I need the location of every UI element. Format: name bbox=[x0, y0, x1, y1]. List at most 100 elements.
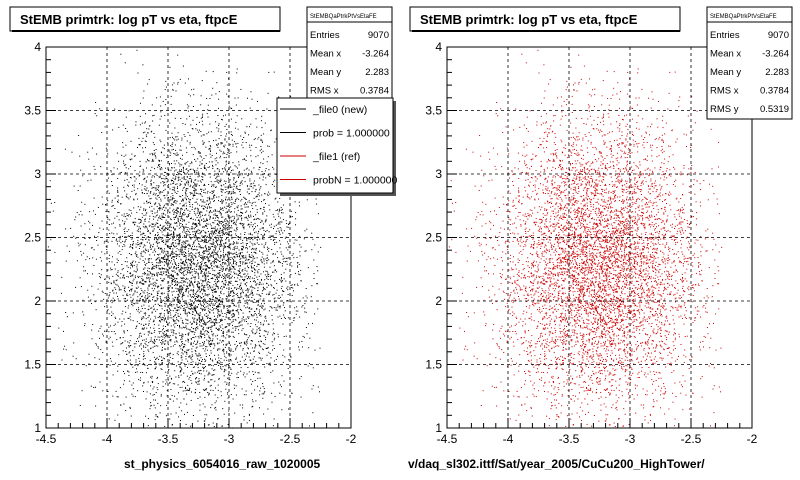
scatter-point bbox=[264, 243, 266, 245]
scatter-point bbox=[186, 196, 188, 198]
scatter-point bbox=[201, 120, 203, 122]
scatter-point bbox=[170, 218, 171, 220]
scatter-point bbox=[278, 260, 280, 262]
scatter-point bbox=[214, 217, 216, 219]
scatter-point bbox=[186, 328, 188, 330]
scatter-point bbox=[134, 291, 136, 293]
scatter-point bbox=[99, 276, 101, 278]
scatter-point bbox=[244, 131, 246, 133]
scatter-point bbox=[116, 240, 118, 242]
scatter-point bbox=[279, 384, 281, 386]
scatter-point bbox=[198, 287, 200, 289]
scatter-point bbox=[248, 169, 250, 171]
scatter-point bbox=[151, 307, 153, 309]
scatter-point bbox=[144, 227, 146, 229]
scatter-point bbox=[252, 294, 254, 296]
scatter-point bbox=[122, 268, 124, 269]
scatter-point bbox=[151, 312, 153, 314]
scatter-point bbox=[91, 303, 92, 304]
scatter-point bbox=[170, 169, 172, 171]
scatter-point bbox=[165, 330, 167, 332]
scatter-point bbox=[304, 311, 306, 313]
scatter-point bbox=[137, 286, 139, 288]
scatter-point bbox=[244, 341, 245, 343]
scatter-point bbox=[143, 356, 145, 357]
scatter-point bbox=[162, 252, 164, 254]
scatter-point bbox=[212, 296, 214, 298]
scatter-point bbox=[194, 184, 196, 186]
scatter-point bbox=[230, 134, 232, 135]
scatter-point bbox=[165, 268, 167, 270]
scatter-point bbox=[212, 191, 214, 193]
scatter-point bbox=[259, 228, 261, 230]
scatter-point bbox=[197, 272, 199, 274]
scatter-point bbox=[145, 346, 147, 348]
scatter-point bbox=[105, 204, 106, 206]
scatter-point bbox=[211, 255, 213, 257]
scatter-point bbox=[150, 179, 152, 181]
scatter-point bbox=[194, 212, 196, 214]
scatter-point bbox=[243, 280, 245, 282]
scatter-point bbox=[147, 190, 149, 192]
scatter-point bbox=[245, 259, 247, 261]
scatter-point bbox=[168, 260, 170, 262]
scatter-point bbox=[144, 281, 146, 283]
scatter-point bbox=[208, 266, 210, 268]
scatter-point bbox=[174, 127, 176, 129]
scatter-point bbox=[282, 258, 284, 260]
scatter-point bbox=[205, 346, 207, 348]
scatter-point bbox=[123, 277, 125, 279]
scatter-point bbox=[198, 252, 200, 254]
scatter-point bbox=[170, 389, 172, 390]
scatter-point bbox=[247, 291, 249, 293]
scatter-point bbox=[156, 339, 158, 340]
scatter-point bbox=[124, 287, 126, 289]
scatter-point bbox=[260, 186, 262, 188]
scatter-point bbox=[187, 264, 189, 266]
scatter-point bbox=[254, 311, 255, 312]
scatter-point bbox=[255, 231, 257, 233]
scatter-point bbox=[273, 228, 274, 229]
scatter-point bbox=[248, 214, 250, 216]
scatter-point bbox=[138, 230, 140, 232]
scatter-point bbox=[235, 181, 237, 183]
scatter-point bbox=[280, 228, 282, 230]
scatter-point bbox=[192, 337, 194, 338]
scatter-point bbox=[178, 320, 180, 322]
scatter-point bbox=[248, 356, 250, 358]
scatter-point bbox=[213, 275, 215, 277]
scatter-point bbox=[148, 160, 150, 162]
scatter-point bbox=[240, 222, 242, 224]
scatter-point bbox=[113, 282, 115, 284]
scatter-point bbox=[229, 311, 231, 313]
scatter-point bbox=[111, 199, 113, 201]
scatter-point bbox=[153, 339, 155, 341]
scatter-point bbox=[184, 82, 186, 84]
scatter-point bbox=[236, 280, 238, 282]
scatter-point bbox=[187, 339, 189, 341]
scatter-point bbox=[212, 286, 214, 288]
scatter-point bbox=[66, 245, 68, 247]
scatter-point bbox=[173, 182, 175, 184]
scatter-point bbox=[121, 235, 123, 237]
scatter-point bbox=[176, 365, 177, 367]
scatter-point bbox=[239, 360, 241, 362]
scatter-point bbox=[160, 191, 162, 193]
scatter-point bbox=[260, 357, 262, 359]
scatter-point bbox=[192, 361, 194, 363]
scatter-point bbox=[132, 350, 134, 352]
scatter-point bbox=[220, 256, 222, 258]
scatter-point bbox=[156, 387, 158, 389]
scatter-point bbox=[198, 318, 200, 320]
scatter-point bbox=[237, 361, 239, 363]
scatter-point bbox=[103, 335, 104, 337]
scatter-point bbox=[241, 118, 243, 120]
scatter-point bbox=[195, 307, 197, 309]
scatter-point bbox=[155, 189, 157, 191]
scatter-point bbox=[211, 230, 213, 232]
scatter-point bbox=[160, 111, 162, 113]
scatter-point bbox=[194, 173, 196, 175]
scatter-point bbox=[153, 150, 155, 151]
scatter-point bbox=[179, 165, 181, 167]
scatter-point bbox=[300, 246, 302, 248]
